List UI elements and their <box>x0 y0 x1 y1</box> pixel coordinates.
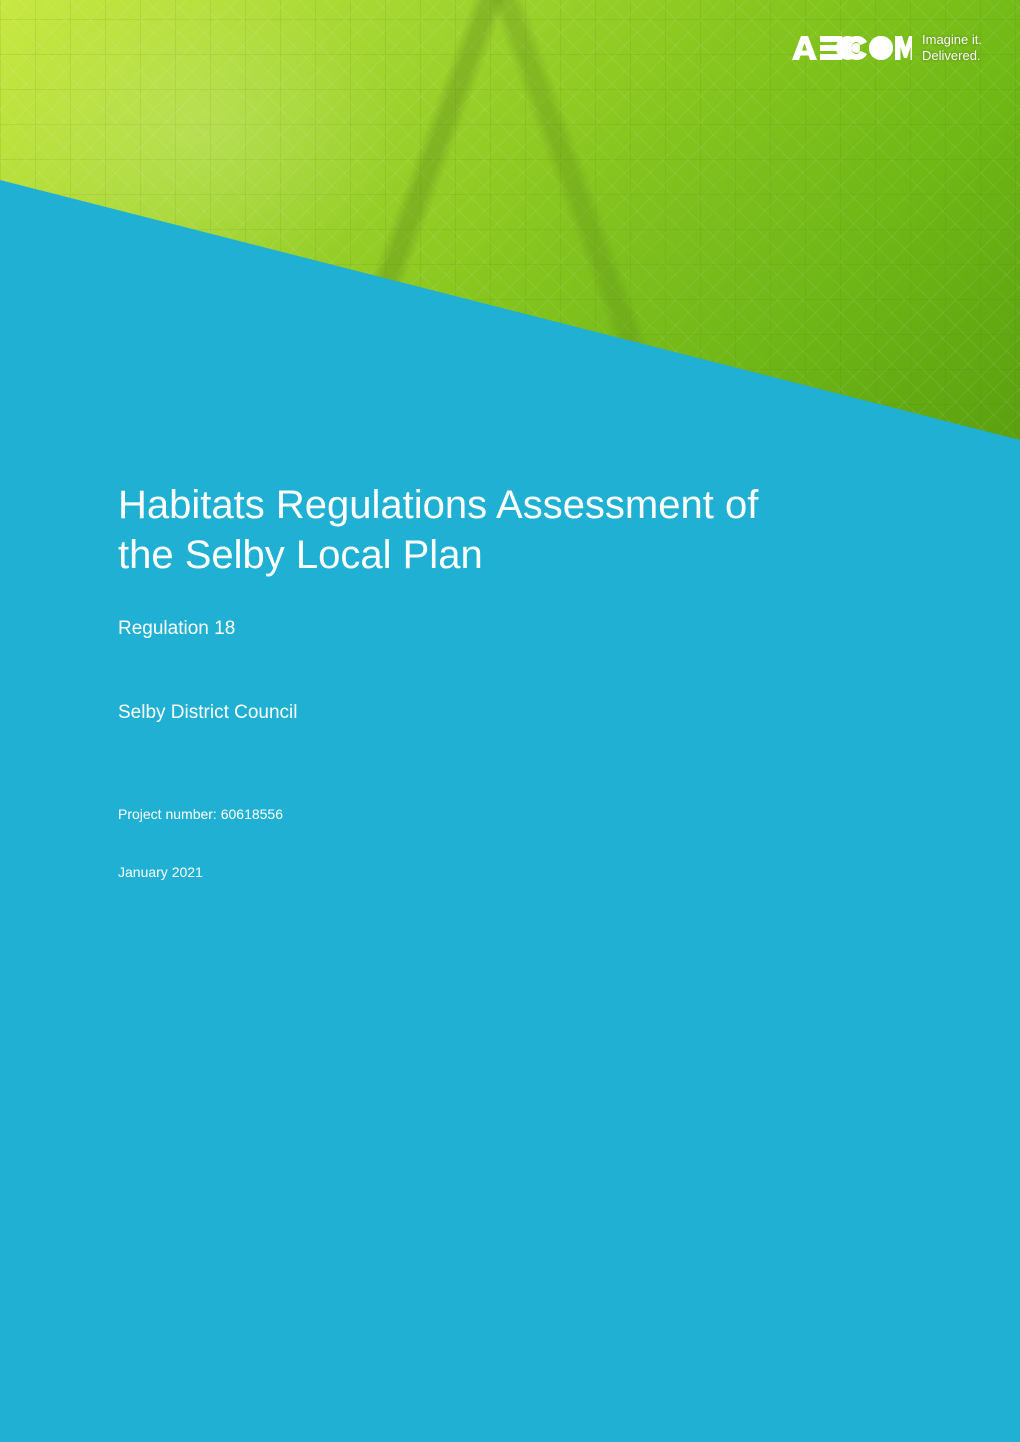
brand-area: Imagine it. Delivered. Imagine it. Deliv… <box>792 32 982 63</box>
document-subtitle: Regulation 18 <box>118 618 798 640</box>
document-title: Habitats Regulations Assessment of the S… <box>118 480 798 580</box>
brand-tagline: Imagine it. Delivered. Imagine it. Deliv… <box>922 32 982 63</box>
document-date: January 2021 <box>118 864 798 880</box>
tagline-line-1: Imagine it. <box>922 32 982 48</box>
cover-content: Habitats Regulations Assessment of the S… <box>118 480 798 880</box>
organization-name: Selby District Council <box>118 702 798 724</box>
project-number: Project number: 60618556 <box>118 806 798 822</box>
tagline-line-2: Delivered. <box>922 48 982 64</box>
aecom-logo <box>792 34 912 62</box>
cover-page: Imagine it. Delivered. Imagine it. Deliv… <box>0 0 1020 1442</box>
